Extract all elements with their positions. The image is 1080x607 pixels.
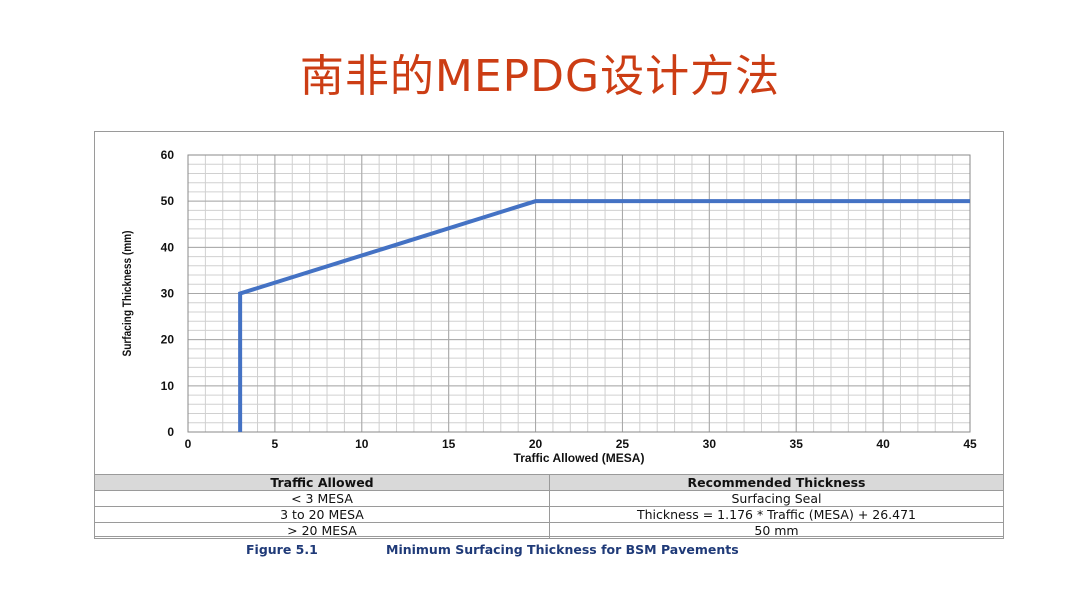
y-tick-label: 0 (167, 425, 174, 439)
table-cell-thickness: Thickness = 1.176 * Traffic (MESA) + 26.… (549, 506, 1004, 523)
y-tick-label: 40 (161, 240, 175, 254)
surfacing-thickness-chart: 0 5 10 15 20 25 30 35 40 45 0 10 20 30 40 50 60 Traffic A… (120, 148, 977, 465)
header-traffic-allowed: Traffic Allowed (94, 474, 550, 491)
y-tick-label: 20 (161, 333, 175, 347)
y-tick-label: 50 (161, 194, 175, 208)
table-cell-thickness: 50 mm (549, 522, 1004, 539)
x-tick-label: 5 (272, 437, 279, 451)
x-tick-label: 15 (442, 437, 456, 451)
table-header-row: Traffic Allowed Recommended Thickness (94, 474, 1004, 491)
figure-caption: Minimum Surfacing Thickness for BSM Pave… (386, 542, 739, 557)
slide-title: 南非的MEPDG设计方法 (299, 51, 781, 102)
x-tick-label: 25 (616, 437, 630, 451)
x-axis-title: Traffic Allowed (MESA) (514, 451, 645, 465)
x-tick-label: 35 (790, 437, 804, 451)
table-cell-traffic: > 20 MESA (94, 522, 550, 539)
y-tick-label: 10 (161, 379, 175, 393)
y-axis-title: Surfacing Thickness (mm) (120, 231, 134, 357)
x-tick-label: 0 (185, 437, 192, 451)
y-tick-label: 30 (161, 287, 175, 301)
x-tick-label: 10 (355, 437, 369, 451)
x-tick-label: 45 (963, 437, 977, 451)
table-cell-traffic: < 3 MESA (94, 490, 550, 507)
thickness-table: Traffic Allowed Recommended Thickness < … (94, 474, 1004, 539)
table-cell-traffic: 3 to 20 MESA (94, 506, 550, 523)
x-tick-label: 30 (703, 437, 717, 451)
series-line (238, 199, 970, 432)
header-recommended-thickness: Recommended Thickness (549, 474, 1004, 491)
x-tick-label: 40 (876, 437, 890, 451)
y-tick-label: 60 (161, 148, 175, 162)
table-cell-thickness: Surfacing Seal (549, 490, 1004, 507)
x-tick-label: 20 (529, 437, 543, 451)
table-row: < 3 MESA Surfacing Seal (94, 490, 1004, 507)
figure-label: Figure 5.1 (246, 542, 318, 557)
table-row: > 20 MESA 50 mm (94, 522, 1004, 539)
plot-border (187, 154, 971, 433)
table-row: 3 to 20 MESA Thickness = 1.176 * Traffic… (94, 506, 1004, 523)
